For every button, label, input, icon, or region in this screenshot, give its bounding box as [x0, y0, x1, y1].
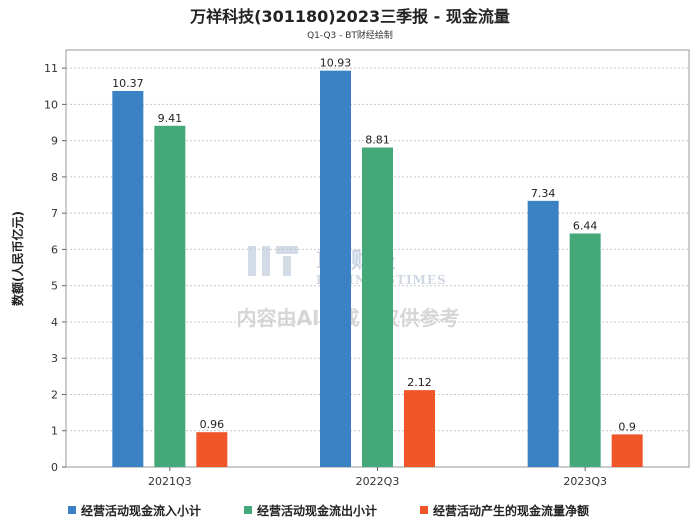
bar — [611, 434, 643, 467]
y-tick-label: 6 — [51, 243, 58, 256]
legend: 经营活动现金流入小计 经营活动现金流出小计 经营活动产生的现金流量净额 — [68, 503, 589, 518]
y-tick-label: 9 — [51, 135, 58, 148]
data-label: 0.96 — [200, 418, 225, 431]
data-label: 10.37 — [112, 77, 144, 90]
x-tick-label: 2023Q3 — [563, 475, 607, 488]
legend-label: 经营活动现金流入小计 — [81, 503, 201, 518]
x-tick-label: 2022Q3 — [356, 475, 400, 488]
bar — [527, 200, 559, 467]
bar — [569, 233, 601, 467]
legend-swatch — [68, 506, 76, 514]
data-label: 2.12 — [407, 376, 432, 389]
x-axis: 2021Q3 2022Q3 2023Q3 — [148, 467, 607, 488]
bars: 10.37 9.41 0.96 10.93 8.81 2.12 7.34 6.44 0.9 — [112, 57, 643, 467]
legend-label: 经营活动产生的现金流量净额 — [433, 503, 589, 518]
y-tick-label: 3 — [51, 352, 58, 365]
chart-subtitle: Q1-Q3 - BT财经绘制 — [307, 29, 393, 41]
y-tick-label: 0 — [51, 461, 58, 474]
y-axis: 0 1 2 3 4 5 6 7 8 9 10 11 — [44, 62, 66, 474]
data-label: 0.9 — [618, 420, 636, 433]
bar — [154, 125, 186, 467]
watermark-logo-icon — [248, 246, 298, 276]
y-axis-label: 数额(人民币亿元) — [10, 211, 25, 306]
y-tick-label: 8 — [51, 171, 58, 184]
y-tick-label: 5 — [51, 280, 58, 293]
bar — [362, 147, 393, 467]
bar — [112, 90, 144, 467]
y-tick-label: 7 — [51, 207, 58, 220]
legend-item: 经营活动产生的现金流量净额 — [420, 503, 589, 518]
y-tick-label: 10 — [44, 98, 58, 111]
data-label: 9.41 — [158, 112, 183, 125]
legend-item: 经营活动现金流入小计 — [68, 503, 201, 518]
chart-title: 万祥科技(301180)2023三季报 - 现金流量 — [189, 7, 510, 26]
data-label: 8.81 — [365, 134, 390, 147]
data-label: 6.44 — [573, 219, 598, 232]
y-tick-label: 11 — [44, 62, 58, 75]
bar — [320, 70, 351, 467]
legend-swatch — [244, 506, 252, 514]
bar — [404, 390, 435, 467]
legend-item: 经营活动现金流出小计 — [244, 503, 377, 518]
y-tick-label: 1 — [51, 425, 58, 438]
legend-label: 经营活动现金流出小计 — [257, 503, 377, 518]
data-label: 10.93 — [320, 57, 352, 70]
bar — [196, 432, 228, 467]
data-label: 7.34 — [531, 187, 556, 200]
y-tick-label: 2 — [51, 388, 58, 401]
legend-swatch — [420, 506, 428, 514]
x-tick-label: 2021Q3 — [148, 475, 192, 488]
y-tick-label: 4 — [51, 316, 58, 329]
